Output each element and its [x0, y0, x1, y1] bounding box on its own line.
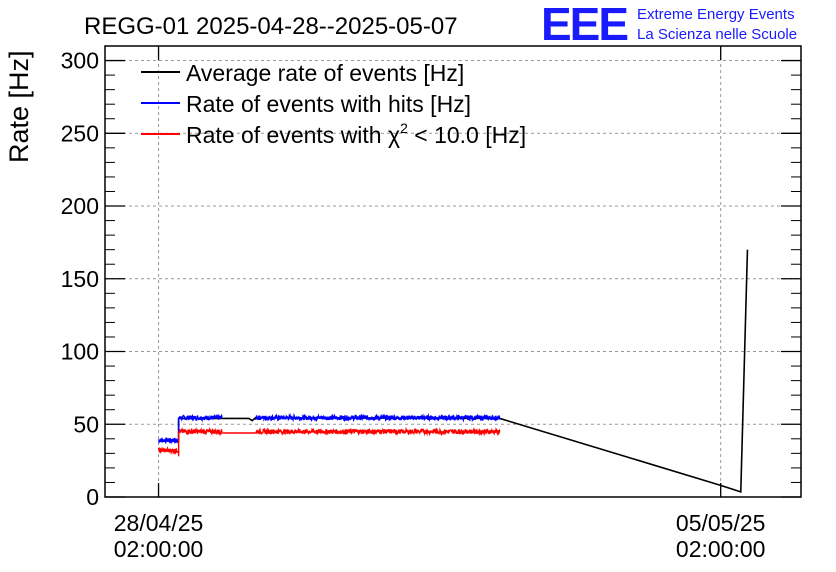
x-tick-date: 28/04/25 — [114, 510, 204, 536]
series-chi2-line — [158, 445, 180, 456]
eee-line-2: La Scienza nelle Scuole — [637, 26, 797, 43]
series-hits-line — [178, 413, 223, 423]
grid-lines — [105, 46, 801, 497]
x-tick-time: 02:00:00 — [676, 536, 766, 562]
eee-line-1: Extreme Energy Events — [637, 6, 795, 23]
y-tick-label: 300 — [61, 48, 99, 74]
series-layer — [158, 249, 749, 494]
y-axis-label: Rate [Hz] — [4, 50, 34, 163]
series-chi2-line — [177, 426, 223, 437]
x-tick-time: 02:00:00 — [114, 536, 204, 562]
legend: Average rate of events [Hz] Rate of even… — [141, 60, 526, 148]
series-hits-line — [158, 437, 180, 445]
eee-logo: EEE — [541, 0, 627, 50]
legend-chi2-suffix: < 10.0 [Hz] — [408, 122, 526, 148]
legend-chi2-symbol: χ — [388, 122, 400, 148]
legend-label-average: Average rate of events [Hz] — [186, 60, 464, 86]
series-hits-line — [254, 412, 501, 423]
y-tick-labels: 0 50 100 150 200 250 300 — [61, 48, 99, 510]
y-tick-label: 100 — [61, 339, 99, 365]
y-tick-label: 150 — [61, 266, 99, 292]
y-tick-label: 200 — [61, 193, 99, 219]
legend-label-chi2: Rate of events with χ2 < 10.0 [Hz] — [186, 120, 526, 148]
legend-chi2-prefix: Rate of events with — [186, 122, 388, 148]
y-tick-label: 0 — [86, 484, 99, 510]
y-tick-label: 250 — [61, 120, 99, 146]
series-chi2-line — [255, 426, 501, 437]
series-average-line — [158, 249, 749, 494]
legend-label-hits: Rate of events with hits [Hz] — [186, 91, 471, 117]
plot-frame — [104, 45, 802, 498]
x-tick-date: 05/05/25 — [676, 510, 766, 536]
eee-branding: EEE Extreme Energy Events La Scienza nel… — [541, 0, 797, 50]
y-tick-label: 50 — [73, 411, 99, 437]
legend-chi2-sup: 2 — [400, 120, 408, 136]
axis-ticks — [105, 46, 801, 498]
chart-title: REGG-01 2025-04-28--2025-05-07 — [84, 13, 458, 40]
